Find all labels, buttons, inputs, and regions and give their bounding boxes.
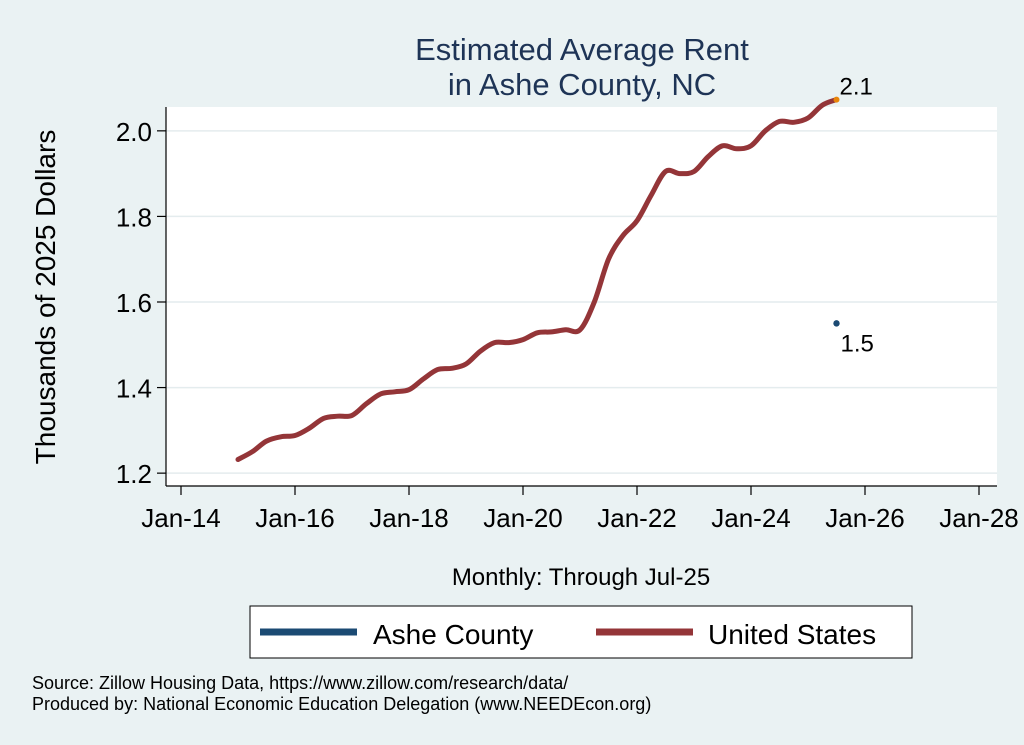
end-labels: 1.5 2.1 bbox=[840, 74, 874, 358]
x-tick-label: Jan-14 bbox=[141, 503, 221, 533]
plot-area bbox=[166, 107, 997, 486]
ticks: 1.2 1.4 1.6 1.8 2.0 Jan-14 Jan-16 Jan-18 Jan-20 J… bbox=[116, 117, 1019, 533]
series-line-united-states bbox=[235, 97, 839, 462]
y-tick-label: 1.6 bbox=[116, 288, 152, 318]
series-point-ashe-county bbox=[833, 320, 840, 327]
gridlines bbox=[166, 130, 997, 474]
y-tick-label: 1.8 bbox=[116, 202, 152, 232]
x-tick-label: Jan-16 bbox=[255, 503, 335, 533]
legend-label-united-states: United States bbox=[708, 619, 876, 650]
x-tick-label: Jan-24 bbox=[711, 503, 791, 533]
x-tick-label: Jan-18 bbox=[369, 503, 449, 533]
legend-box bbox=[249, 605, 913, 659]
produced-by-note: Produced by: National Economic Education… bbox=[32, 694, 651, 714]
x-tick-label: Jan-22 bbox=[597, 503, 677, 533]
source-note: Source: Zillow Housing Data, https://www… bbox=[32, 673, 568, 693]
chart-title-line-2: in Ashe County, NC bbox=[448, 67, 716, 102]
axes bbox=[165, 107, 997, 487]
x-axis-label: Monthly: Through Jul-25 bbox=[452, 564, 710, 591]
legend: Ashe County United States bbox=[249, 605, 913, 659]
y-axis-label: Thousands of 2025 Dollars bbox=[30, 130, 61, 465]
chart-title-line-1: Estimated Average Rent bbox=[415, 32, 749, 67]
x-tick-label: Jan-26 bbox=[825, 503, 905, 533]
legend-label-ashe-county: Ashe County bbox=[373, 619, 533, 650]
x-tick-label: Jan-28 bbox=[939, 503, 1019, 533]
end-label-united-states: 2.1 bbox=[840, 74, 873, 101]
y-tick-label: 1.4 bbox=[116, 374, 152, 404]
y-tick-label: 1.2 bbox=[116, 459, 152, 489]
series-layer bbox=[235, 96, 840, 462]
y-tick-label: 2.0 bbox=[116, 117, 152, 147]
series-end-point-united-states bbox=[833, 96, 840, 103]
end-label-ashe-county: 1.5 bbox=[841, 330, 874, 357]
x-tick-label: Jan-20 bbox=[483, 503, 563, 533]
